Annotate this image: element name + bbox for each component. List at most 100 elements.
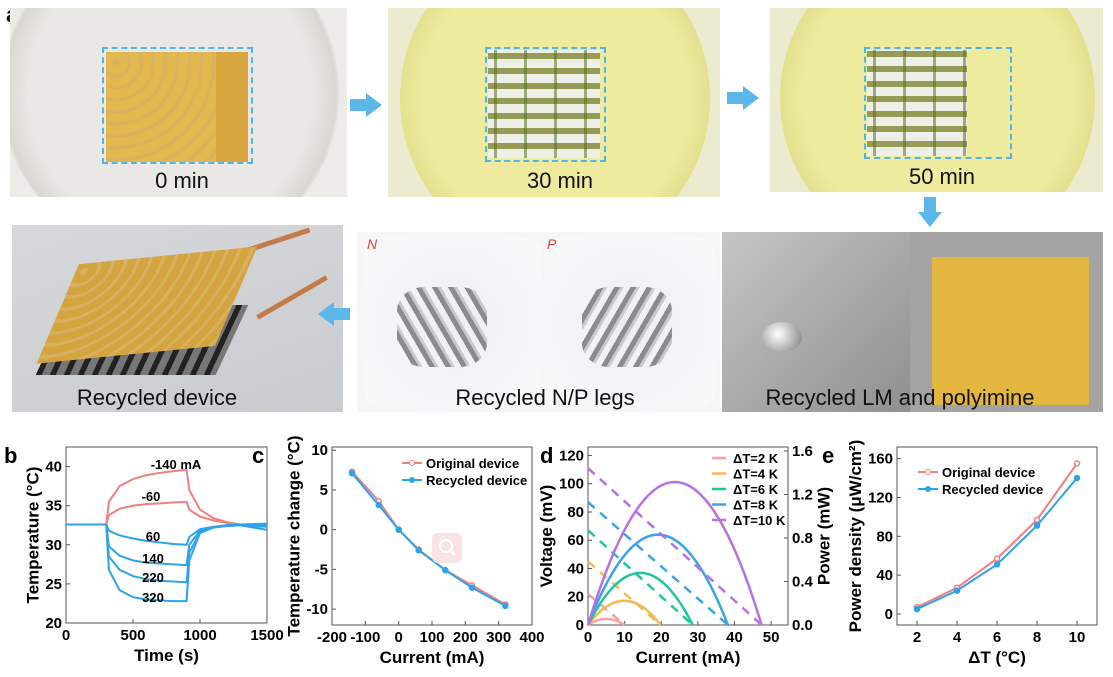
photo-30-min: 30 min — [388, 8, 720, 197]
y2-tick-label: 1.6 — [792, 443, 813, 460]
data-point — [415, 547, 422, 554]
panel-label-c: c — [252, 443, 264, 468]
x-tick-label: 100 — [419, 629, 444, 646]
y-tick-label: 120 — [868, 489, 893, 506]
series-line — [66, 523, 268, 546]
chart-panel-b: b 0 500 1000 1500 20 25 30 35 40 Time (s) Temperatu… — [4, 443, 284, 665]
device-sample — [867, 50, 967, 156]
y-tick-label: 120 — [559, 447, 584, 464]
x-tick-label: 400 — [519, 629, 544, 646]
y-tick-label: -10 — [306, 601, 328, 618]
y-tick-label: 30 — [45, 537, 62, 554]
series-line — [66, 522, 268, 603]
curve-label: 140 — [142, 551, 164, 566]
legend-label: ΔT=10 K — [733, 513, 786, 528]
x-tick-label: 1000 — [183, 627, 216, 644]
arrow-down-icon — [918, 197, 942, 227]
power-curve — [587, 599, 662, 626]
legend-label: ΔT=6 K — [733, 482, 779, 497]
chart-panel-e: e 2 4 6 8 10 0 40 80 120 160 ΔT (°C) Power density (… — [822, 440, 1098, 667]
chart-panel-d: d 0 10 20 30 40 50 0 20 40 60 80 100 120 Current (mA) V… — [537, 443, 834, 667]
y-tick-label: 100 — [559, 476, 584, 493]
data-point — [993, 555, 1001, 562]
magnifier-icon-badge — [432, 533, 462, 563]
curve-label: 320 — [142, 590, 164, 605]
data-point — [1073, 460, 1081, 467]
x-tick-label: 4 — [953, 629, 962, 646]
y-tick-label: -5 — [315, 561, 328, 578]
device-flap — [216, 52, 248, 162]
y2-tick-label: 0.0 — [792, 617, 813, 634]
x-tick-label: -200 — [317, 629, 347, 646]
arrow-left-icon — [318, 302, 350, 326]
y-axis-label: Power density (μW/cm²) — [846, 440, 865, 633]
data-point — [348, 469, 356, 477]
photo-recycled-legs: N P Recycled N/P legs — [357, 232, 720, 412]
y-tick-label: 0 — [320, 522, 328, 539]
p-legs-pile — [582, 287, 672, 367]
x-tick-label: 500 — [120, 627, 145, 644]
y-tick-label: 40 — [876, 567, 893, 584]
x-tick-label: 0 — [584, 629, 592, 646]
x-tick-label: 300 — [486, 629, 511, 646]
y-tick-label: 80 — [876, 528, 893, 545]
highlight-box — [102, 47, 253, 164]
highlight-box — [485, 47, 606, 162]
photo-50-min: 50 min — [770, 8, 1103, 192]
x-tick-label: 30 — [690, 629, 707, 646]
legend-label: Original device — [942, 465, 1035, 480]
photo-recycled-lm-polyimine: Recycled LM and polyimine — [722, 232, 1103, 412]
legend-marker — [925, 469, 931, 475]
series-line — [351, 472, 506, 607]
tray-label-n: N — [367, 236, 378, 252]
power-curve — [586, 571, 694, 626]
photo-caption: 30 min — [526, 168, 594, 193]
data-point — [953, 587, 961, 594]
photo-caption: 0 min — [155, 168, 209, 193]
legend-marker — [409, 477, 415, 483]
data-point — [1033, 516, 1041, 524]
legend-marker — [409, 460, 415, 466]
glass-vial — [722, 232, 910, 412]
y-tick-label: 0 — [885, 606, 893, 623]
series-line — [66, 523, 268, 567]
y-axis-label: Temperature change (°C) — [284, 435, 303, 636]
x-tick-label: 10 — [1069, 629, 1086, 646]
device-sample — [488, 50, 600, 158]
data-point — [502, 602, 509, 610]
panel-label-b: b — [4, 443, 17, 468]
photo-0-min: 0 min — [10, 8, 347, 197]
x-tick-label: 0 — [394, 629, 402, 646]
y-tick-label: 5 — [320, 482, 328, 499]
series-line — [66, 523, 267, 584]
y-tick-label: 60 — [567, 532, 584, 549]
plot-frame — [65, 446, 268, 624]
y-tick-label: 80 — [567, 504, 584, 521]
liquid-metal-drop — [762, 322, 802, 352]
data-point — [1073, 474, 1081, 482]
x-tick-label: 40 — [726, 629, 743, 646]
photo-recycled-device: Recycled device — [12, 225, 343, 412]
legend-label: Recycled device — [426, 473, 527, 488]
data-point — [442, 566, 449, 574]
series-line — [66, 500, 268, 528]
data-point — [468, 584, 476, 591]
plot-frame — [587, 446, 789, 626]
n-legs-pile — [397, 287, 487, 367]
photo-caption: Recycled LM and polyimine — [765, 385, 1035, 410]
y-tick-label: 40 — [567, 560, 584, 577]
y-tick-label: 10 — [311, 442, 328, 459]
curve-label: 220 — [142, 570, 164, 585]
photo-caption: 50 min — [908, 164, 976, 189]
legend-label: ΔT=2 K — [733, 451, 779, 466]
data-point — [913, 605, 921, 613]
x-tick-label: 50 — [763, 629, 780, 646]
x-tick-label: 200 — [453, 629, 478, 646]
power-curve — [586, 533, 730, 626]
x-axis-label: Current (mA) — [636, 648, 741, 667]
power-curve — [586, 480, 763, 626]
curve-label: -60 — [142, 489, 161, 504]
y-tick-label: 25 — [45, 576, 62, 593]
arrow-right-icon — [350, 93, 382, 117]
